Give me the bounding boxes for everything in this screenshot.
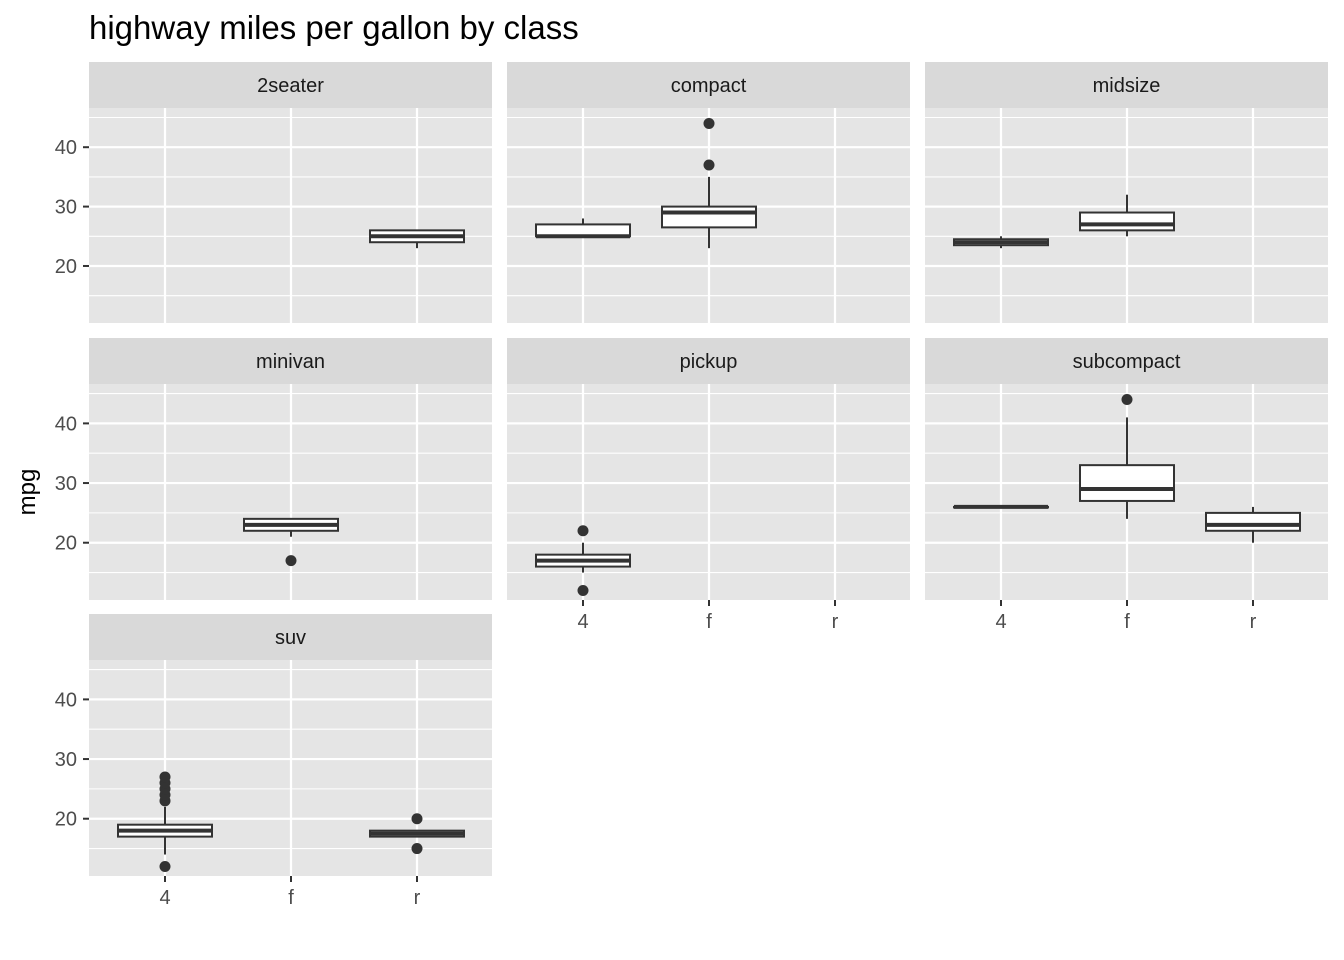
facet-strip <box>89 62 492 108</box>
y-tick-label: 30 <box>55 473 77 495</box>
facet-strip-label: subcompact <box>1073 351 1181 373</box>
facet-strip <box>89 338 492 384</box>
facet-strip-label: 2seater <box>257 75 324 97</box>
y-tick-label: 40 <box>55 137 77 159</box>
facet-strip-label: suv <box>275 627 306 649</box>
box <box>1205 511 1301 532</box>
facet-strip <box>925 338 1328 384</box>
x-tick-label: f <box>288 887 294 909</box>
x-tick-label: r <box>414 887 421 909</box>
facet-strip-label: minivan <box>256 351 325 373</box>
outlier-point <box>703 117 715 129</box>
outlier-point <box>577 584 589 596</box>
facet-strip-label: compact <box>671 75 747 97</box>
x-tick-label: r <box>1250 611 1257 633</box>
y-tick-label: 20 <box>55 809 77 831</box>
y-tick-label: 40 <box>55 413 77 435</box>
y-tick-label: 30 <box>55 749 77 771</box>
x-tick-label: f <box>1124 611 1130 633</box>
facet-strip <box>507 338 910 384</box>
outlier-point <box>159 860 171 872</box>
y-tick-label: 30 <box>55 197 77 219</box>
x-tick-label: 4 <box>995 611 1006 633</box>
facet-strip <box>89 614 492 660</box>
x-tick-label: f <box>706 611 712 633</box>
outlier-point <box>1121 394 1133 406</box>
facet-strip-label: pickup <box>680 351 738 373</box>
outlier-point <box>285 555 297 567</box>
x-tick-label: 4 <box>577 611 588 633</box>
outlier-point <box>411 843 423 855</box>
y-tick-label: 20 <box>55 533 77 555</box>
box <box>1079 464 1175 502</box>
box <box>1079 211 1175 232</box>
x-tick-label: 4 <box>159 887 170 909</box>
x-tick-label: r <box>832 611 839 633</box>
outlier-point <box>159 771 171 783</box>
outlier-point <box>703 159 715 171</box>
y-tick-label: 20 <box>55 256 77 278</box>
facet-strip <box>925 62 1328 108</box>
outlier-point <box>577 525 589 537</box>
outlier-point <box>411 813 423 825</box>
chart-title: highway miles per gallon by class <box>89 9 579 46</box>
facet-strip-label: midsize <box>1093 75 1161 97</box>
facet-strip <box>507 62 910 108</box>
box <box>661 205 757 229</box>
y-tick-label: 40 <box>55 689 77 711</box>
